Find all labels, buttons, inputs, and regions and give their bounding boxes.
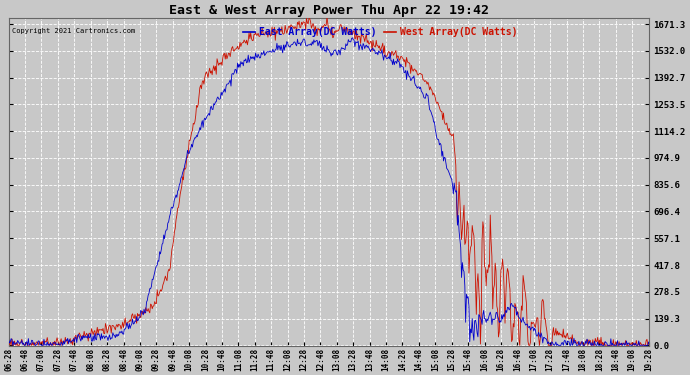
Title: East & West Array Power Thu Apr 22 19:42: East & West Array Power Thu Apr 22 19:42 — [169, 4, 489, 17]
Legend: East Array(DC Watts), West Array(DC Watts): East Array(DC Watts), West Array(DC Watt… — [239, 23, 521, 41]
Text: Copyright 2021 Cartronics.com: Copyright 2021 Cartronics.com — [12, 28, 135, 34]
